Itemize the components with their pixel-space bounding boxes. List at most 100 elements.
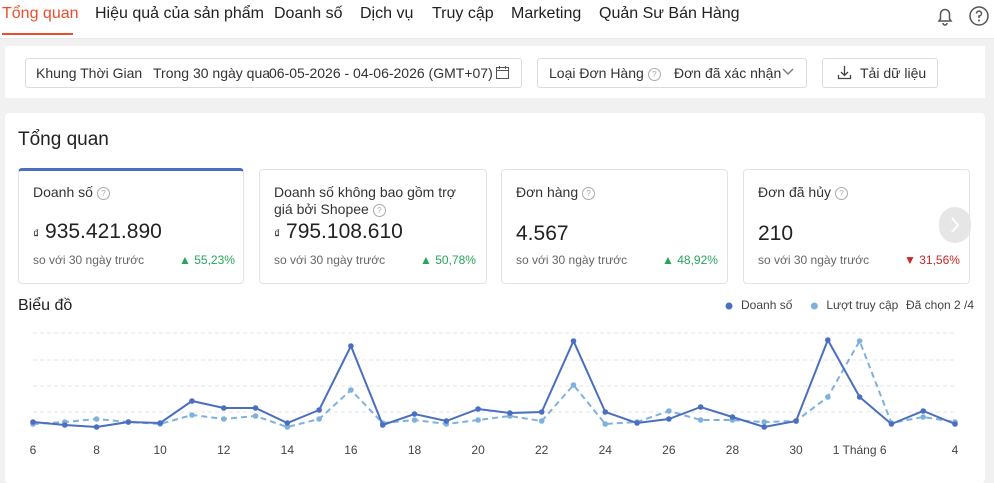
data-point [220,405,227,411]
legend-marker [725,302,733,310]
data-point [602,421,609,427]
nav-tab[interactable]: Hiệu quả của sản phẩm [95,5,264,22]
data-point [634,420,640,426]
nav-tab[interactable]: Quản Sư Bán Hàng [599,5,740,22]
date-filter[interactable] [25,58,522,88]
data-point [61,422,68,428]
card-change: ▲ 50,78% [420,253,476,267]
card-label: Doanh số không bao gồm trợ giá bởi Shope… [274,184,474,218]
metric-card[interactable] [501,169,728,284]
legend-label: Doanh số [741,298,793,312]
calendar-icon [496,66,509,79]
data-point [825,394,831,400]
data-point [793,418,799,424]
data-point [411,417,418,423]
data-point [316,416,322,422]
data-point [761,419,768,425]
x-tick-label: 26 [662,443,676,457]
x-tick-label: 30 [789,443,803,457]
card-label: Đơn đã hủy? [758,184,849,200]
order-type-value: Đơn đã xác nhận [674,65,782,81]
metric-card[interactable] [18,168,244,284]
card-label: Doanh số? [33,184,110,200]
data-point [920,414,927,420]
legend-label: Lượt truy cập [826,298,898,312]
currency: ₫ [33,227,40,241]
data-point [666,408,672,414]
help-icon: ? [582,187,596,200]
data-point [443,418,450,424]
data-point [475,417,481,423]
x-tick-label: 18 [408,443,422,457]
card-change-text: 55,23% [194,253,235,267]
card-change-text: 50,78% [435,253,476,267]
metric-card[interactable] [259,169,487,284]
legend-marker [810,302,818,310]
grid [33,332,955,413]
x-tick-label: 4 [952,443,959,457]
time-value: Trong 30 ngày qua [153,65,271,81]
next-arrow[interactable] [938,207,972,243]
data-point [348,387,354,393]
data-point [157,420,163,426]
data-point [252,413,259,419]
data-point [570,382,577,388]
card-value: ₫ 795.108.610 [274,220,403,244]
data-point [252,405,259,411]
x-tick-label: 16 [344,443,358,457]
x-tick-label: 20 [471,443,485,457]
help-icon: ? [647,68,661,81]
data-point [284,424,291,430]
data-point [825,337,831,343]
card-value: 4.567 [516,222,569,245]
help-icon[interactable] [968,5,990,27]
x-tick-label: 10 [153,443,167,457]
nav-tab[interactable]: Tổng quan [2,5,79,22]
chart-title: Biểu đồ [18,296,72,314]
x-tick-label: 24 [599,443,613,457]
data-point [761,424,768,430]
card-compare: so với 30 ngày trước [758,253,870,267]
order-type-label-text: Loại Đơn Hàng [549,65,644,81]
bell-icon[interactable] [934,5,956,27]
data-point [30,419,36,425]
data-point [602,409,609,415]
order-type-filter[interactable] [537,58,807,88]
nav-tab[interactable]: Truy cập [432,5,494,22]
chevron-icon [782,68,794,75]
card-label-text: Đơn đã hủy [758,184,832,200]
x-tick-label: 28 [726,443,740,457]
card-value: 210 [758,222,794,245]
card-change: ▲ 48,92% [662,253,718,267]
chart: Biểu đồ Đã chọn 2 /4 6 8 10 12 14 16 18 20 22 24 2… [18,296,974,457]
data-point [125,419,132,425]
download-button[interactable] [822,58,938,88]
card-change-text: 48,92% [677,253,718,267]
x-tick-label: 12 [217,443,231,457]
data-point [538,418,545,424]
x-tick-label: 22 [535,443,549,457]
data-point [93,424,100,430]
card-label: Đơn hàng? [516,184,596,200]
card-compare: so với 30 ngày trước [33,253,145,267]
card-compare: so với 30 ngày trước [274,253,386,267]
card-value-text: 795.108.610 [286,220,403,243]
series-line [32,337,956,429]
download-icon [837,66,852,80]
data-point [411,411,418,417]
data-point [697,417,704,423]
nav-tab[interactable]: Dịch vụ [360,5,414,22]
data-point [284,420,291,426]
time-label: Khung Thời Gian [36,65,143,81]
download-text[interactable]: Tải dữ liệu [860,65,927,81]
data-point [952,421,958,427]
data-point [570,338,577,344]
data-point [538,409,545,415]
nav-tab[interactable]: Doanh số [274,5,343,22]
selected-count: Đã chọn 2 /4 [906,298,974,312]
data-point [189,412,195,418]
card-value: ₫ 935.421.890 [33,220,162,244]
x-tick-label: 14 [281,443,295,457]
metric-card[interactable] [743,169,970,284]
nav-tab[interactable]: Marketing [511,5,582,22]
